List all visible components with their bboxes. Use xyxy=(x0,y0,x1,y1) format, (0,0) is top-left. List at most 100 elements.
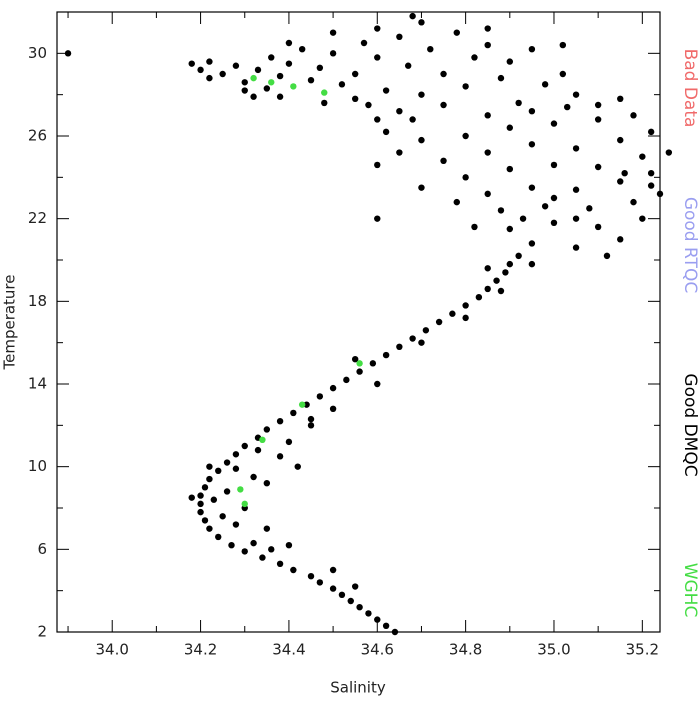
point xyxy=(647,128,655,136)
point xyxy=(374,25,381,32)
point xyxy=(559,70,567,78)
point xyxy=(259,436,266,443)
x-tick-label: 35.0 xyxy=(537,641,570,659)
point xyxy=(241,548,248,555)
point xyxy=(550,194,558,202)
point xyxy=(347,597,354,605)
y-tick-label: 22 xyxy=(28,209,47,227)
point xyxy=(356,360,363,367)
point xyxy=(307,77,315,84)
point xyxy=(603,252,611,260)
point xyxy=(263,85,271,92)
y-tick-label: 26 xyxy=(28,127,47,145)
point xyxy=(453,198,460,206)
y-tick-label: 18 xyxy=(28,292,47,310)
point xyxy=(64,50,72,57)
point xyxy=(188,494,195,501)
point xyxy=(206,475,213,483)
point xyxy=(329,384,337,392)
point xyxy=(639,215,646,222)
point xyxy=(374,215,381,222)
point xyxy=(206,525,213,532)
point xyxy=(263,525,271,532)
point xyxy=(321,89,328,96)
point xyxy=(290,83,297,90)
point xyxy=(338,81,346,88)
point xyxy=(594,223,602,231)
x-tick-label: 34.0 xyxy=(96,641,129,659)
point xyxy=(316,393,324,400)
point xyxy=(418,136,425,144)
point xyxy=(290,566,297,574)
point xyxy=(528,108,536,115)
point xyxy=(329,405,337,412)
point xyxy=(594,101,602,109)
point xyxy=(528,46,536,53)
point xyxy=(210,496,218,503)
point xyxy=(263,480,271,487)
point xyxy=(263,426,271,433)
point xyxy=(462,83,469,90)
point xyxy=(528,184,536,191)
point xyxy=(360,39,368,47)
point xyxy=(639,153,646,160)
legend-entry: Good RTQC xyxy=(680,197,700,293)
x-tick-label: 34.6 xyxy=(361,641,394,659)
point xyxy=(241,87,248,94)
point xyxy=(285,60,293,67)
point xyxy=(219,513,226,520)
point xyxy=(617,178,624,185)
y-tick-label: 14 xyxy=(28,375,47,393)
point xyxy=(250,74,257,82)
point xyxy=(223,488,231,495)
point xyxy=(206,463,213,470)
point xyxy=(617,95,624,103)
point xyxy=(475,294,483,301)
point xyxy=(541,203,549,210)
point xyxy=(276,72,284,80)
point xyxy=(201,517,209,524)
point xyxy=(197,492,204,499)
point xyxy=(237,486,244,493)
point xyxy=(515,252,522,260)
point xyxy=(197,66,204,74)
point xyxy=(197,500,204,508)
point xyxy=(307,415,315,423)
point xyxy=(418,91,425,98)
point xyxy=(356,368,363,375)
point xyxy=(215,533,222,541)
point xyxy=(572,145,580,152)
point xyxy=(351,95,359,103)
point xyxy=(201,484,209,491)
point xyxy=(215,467,222,474)
point xyxy=(506,165,514,173)
point xyxy=(506,124,514,131)
point xyxy=(241,442,248,450)
legend-entry: Bad Data xyxy=(680,49,700,128)
point xyxy=(471,54,478,61)
point xyxy=(276,453,284,460)
point xyxy=(471,223,478,231)
point xyxy=(329,50,337,57)
y-tick-label: 2 xyxy=(37,623,47,641)
point xyxy=(374,380,381,388)
point xyxy=(418,19,425,26)
point xyxy=(276,560,284,567)
point xyxy=(374,616,381,623)
point xyxy=(396,108,403,115)
point xyxy=(506,225,514,233)
point xyxy=(316,579,324,586)
point xyxy=(484,112,491,119)
point xyxy=(550,120,558,127)
point xyxy=(365,610,372,617)
point xyxy=(303,401,310,408)
point xyxy=(351,70,359,78)
point xyxy=(418,339,425,346)
point xyxy=(462,302,469,309)
point xyxy=(453,29,460,36)
point xyxy=(594,163,602,171)
legend-entry: WGHC xyxy=(680,563,700,618)
y-tick-label: 6 xyxy=(37,540,47,558)
point xyxy=(206,74,213,82)
point xyxy=(484,190,491,198)
